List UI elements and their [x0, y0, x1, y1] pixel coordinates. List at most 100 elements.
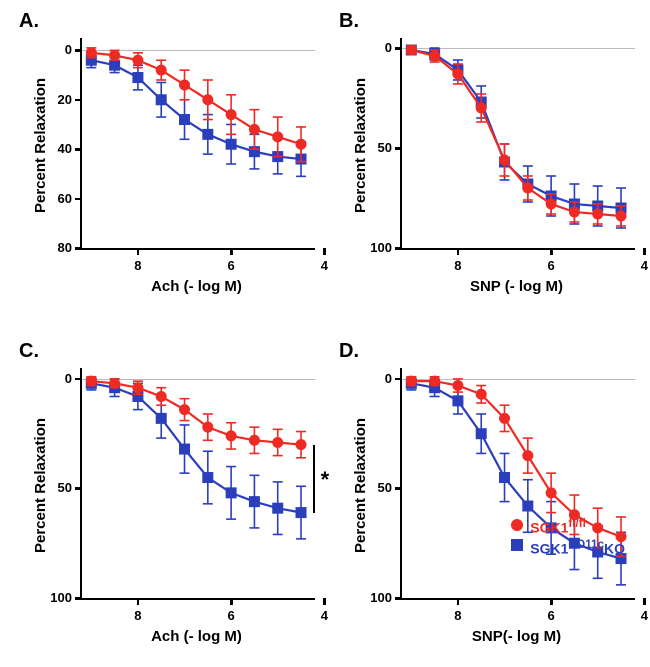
data-point-red — [86, 47, 97, 58]
y-tick-label: 80 — [37, 240, 72, 255]
y-tick — [75, 49, 82, 52]
data-point-blue — [476, 428, 487, 439]
legend: SGK1fl/fl SGK1CD11cKO — [510, 515, 625, 558]
y-tick-label: 100 — [37, 590, 72, 605]
x-tick-label: 8 — [448, 258, 468, 273]
y-axis-label: Percent Relaxation — [32, 78, 49, 213]
x-tick-label: 6 — [541, 608, 561, 623]
data-point-red — [179, 79, 190, 90]
legend-item: SGK1fl/fl — [510, 517, 625, 536]
data-point-red — [406, 45, 417, 56]
plot-svg — [82, 38, 315, 248]
data-point-red — [202, 94, 213, 105]
y-tick — [75, 597, 82, 600]
panel-D: D.050100864Percent RelaxationSNP(- log M… — [335, 340, 645, 660]
data-point-red — [429, 376, 440, 387]
data-point-red — [569, 207, 580, 218]
data-point-red — [272, 131, 283, 142]
data-point-red — [522, 450, 533, 461]
data-point-red — [109, 378, 120, 389]
y-tick-label: 0 — [37, 42, 72, 57]
data-point-red — [179, 404, 190, 415]
data-point-red — [546, 487, 557, 498]
x-tick — [323, 598, 326, 605]
y-tick — [395, 597, 402, 600]
data-point-blue — [156, 94, 167, 105]
legend-marker-blue — [510, 538, 524, 555]
y-tick — [395, 487, 402, 490]
x-tick-label: 8 — [128, 608, 148, 623]
data-point-blue — [132, 72, 143, 83]
significance-star: * — [321, 467, 330, 493]
series-line-red — [91, 53, 301, 144]
data-point-blue — [156, 413, 167, 424]
plot-svg — [402, 368, 635, 598]
data-point-red — [202, 422, 213, 433]
data-point-red — [249, 124, 260, 135]
plot-area: 050100864* — [80, 368, 315, 600]
data-point-blue — [522, 501, 533, 512]
figure-root: A.020406080864Percent RelaxationAch (- l… — [0, 0, 650, 667]
legend-label: SGK1fl/fl — [530, 517, 586, 536]
panel-label: D. — [339, 340, 359, 363]
x-tick — [550, 598, 553, 605]
data-point-red — [249, 435, 260, 446]
panel-label: C. — [19, 340, 39, 363]
x-axis-label: SNP(- log M) — [400, 628, 633, 645]
data-point-red — [109, 50, 120, 61]
series-line-red — [411, 50, 621, 216]
data-point-blue — [179, 114, 190, 125]
data-point-red — [452, 380, 463, 391]
data-point-red — [86, 376, 97, 387]
data-point-red — [592, 209, 603, 220]
x-tick — [643, 598, 646, 605]
data-point-red — [272, 437, 283, 448]
x-tick — [643, 248, 646, 255]
panel-B: B.050100864Percent RelaxationSNP (- log … — [335, 10, 645, 310]
y-tick-label: 0 — [357, 371, 392, 386]
plot-area: 050100864 — [400, 368, 635, 600]
data-point-blue — [452, 395, 463, 406]
data-point-red — [156, 65, 167, 76]
panel-label: A. — [19, 10, 39, 33]
x-tick — [137, 598, 140, 605]
x-tick — [323, 248, 326, 255]
data-point-red — [616, 211, 627, 222]
legend-label: SGK1CD11cKO — [530, 538, 625, 557]
series-line-red — [411, 381, 621, 537]
x-tick-label: 6 — [221, 258, 241, 273]
plot-svg — [402, 38, 635, 248]
data-point-red — [132, 382, 143, 393]
legend-marker-red — [510, 518, 524, 535]
data-point-blue — [226, 139, 237, 150]
x-tick-label: 4 — [314, 608, 334, 623]
data-point-blue — [202, 472, 213, 483]
x-tick — [457, 248, 460, 255]
y-tick-label: 0 — [37, 371, 72, 386]
x-tick-label: 4 — [634, 608, 650, 623]
data-point-blue — [226, 487, 237, 498]
data-point-red — [546, 199, 557, 210]
y-tick — [75, 247, 82, 250]
data-point-red — [296, 139, 307, 150]
y-axis-label: Percent Relaxation — [32, 418, 49, 553]
data-point-blue — [272, 503, 283, 514]
x-tick — [137, 248, 140, 255]
y-axis-label: Percent Relaxation — [352, 78, 369, 213]
data-point-red — [522, 183, 533, 194]
data-point-red — [499, 413, 510, 424]
series-line-blue — [91, 383, 301, 512]
y-tick — [75, 99, 82, 102]
data-point-red — [476, 389, 487, 400]
y-tick — [75, 487, 82, 490]
data-point-red — [226, 430, 237, 441]
x-tick — [230, 248, 233, 255]
series-line-blue — [91, 60, 301, 159]
data-point-red — [406, 376, 417, 387]
data-point-blue — [179, 444, 190, 455]
x-tick-label: 6 — [541, 258, 561, 273]
plot-svg — [82, 368, 315, 598]
data-point-blue — [499, 472, 510, 483]
data-point-red — [499, 155, 510, 166]
series-line-blue — [411, 50, 621, 208]
